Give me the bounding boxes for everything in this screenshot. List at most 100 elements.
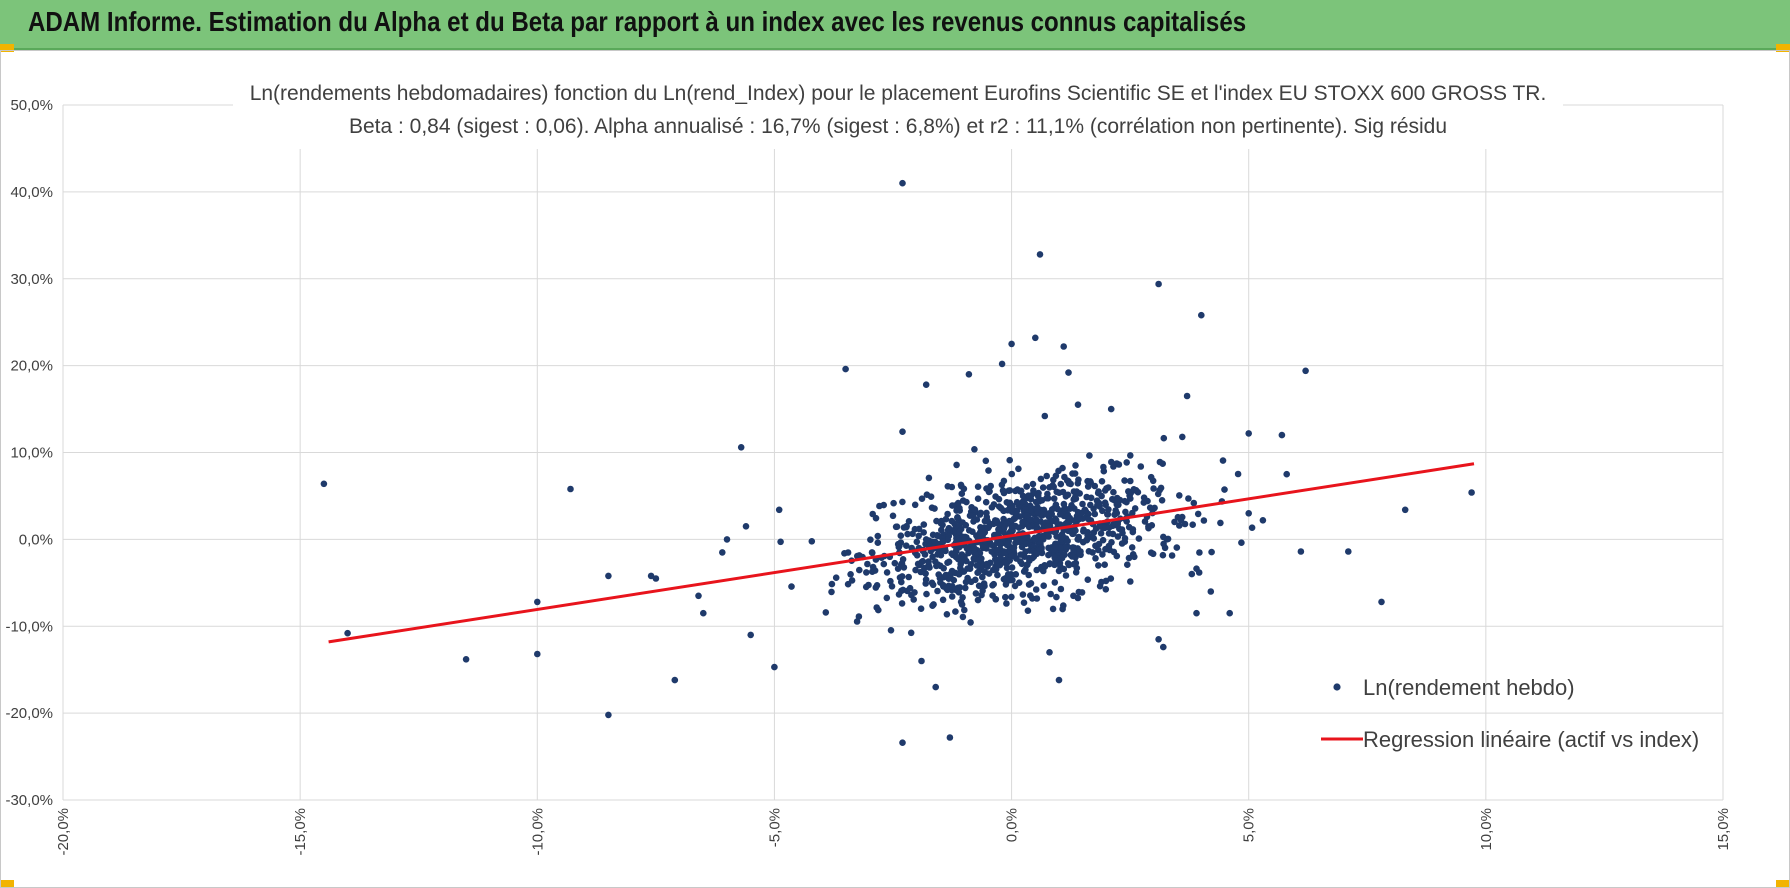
data-point [1017,487,1025,495]
data-point [863,569,870,576]
data-point [1219,457,1227,464]
data-point [917,605,925,612]
data-point [875,606,882,614]
data-point [887,577,894,585]
data-point [1057,480,1065,488]
data-point [971,550,979,557]
data-point [1127,495,1134,502]
data-point [966,512,974,519]
data-point [985,488,993,496]
data-point [1032,586,1040,593]
legend: Ln(rendement hebdo) Regression linéaire … [1321,675,1699,752]
data-point [1100,463,1107,471]
data-point [913,552,921,559]
data-point [1032,515,1040,523]
data-point [869,563,877,571]
data-point [1029,480,1037,488]
data-point [1072,569,1080,576]
data-point [1149,477,1157,485]
data-point [788,583,795,590]
data-point [979,587,986,595]
data-point [1033,550,1041,558]
data-point [1011,515,1019,522]
data-point [841,550,848,557]
data-point [1168,552,1176,559]
data-point [1125,523,1133,531]
data-point [945,558,953,566]
data-point [1113,494,1121,502]
data-point [1064,537,1071,545]
data-point [1040,582,1047,589]
data-point [1000,575,1008,583]
data-point [973,562,981,569]
data-point [1053,533,1060,540]
data-point [983,509,990,517]
corner-marker [0,880,14,888]
data-point [1110,548,1118,556]
data-point [972,590,980,597]
data-point [1189,521,1196,528]
regression-layer [328,462,1475,644]
data-point [965,549,972,557]
data-point [1017,551,1025,558]
data-point [1060,343,1067,350]
data-point [320,480,328,488]
header-bar: ADAM Informe. Estimation du Alpha et du … [0,0,1790,50]
data-point [899,179,906,187]
data-point [956,504,963,512]
data-point [929,531,937,539]
data-point [1194,510,1202,518]
data-point [1044,523,1052,530]
data-point [925,474,933,482]
data-point [898,573,906,580]
data-point [1012,571,1020,578]
data-point [999,487,1007,494]
data-point [1079,500,1086,508]
chart-title: Ln(rendements hebdomadaires) fonction du… [250,82,1547,105]
data-point [939,581,947,589]
data-point [963,498,970,506]
data-point [1023,483,1030,490]
data-point [964,574,971,582]
data-point [1064,491,1072,499]
data-point [972,576,979,584]
data-point [344,629,351,637]
data-point [905,573,912,581]
data-point [1063,477,1071,484]
data-point [1015,465,1022,473]
data-point [1099,551,1106,558]
data-point [737,444,745,451]
data-point [899,556,907,563]
data-point [1074,480,1082,487]
data-point [994,571,1001,579]
data-point [899,428,906,436]
data-point [872,514,880,522]
data-point [1160,643,1167,651]
data-point [959,613,967,621]
data-point [948,593,956,600]
data-point [1156,486,1163,494]
data-point [1001,559,1009,566]
data-point [1009,544,1017,552]
data-point [905,518,913,525]
data-point [898,600,906,607]
data-point [883,569,891,576]
data-point [984,524,992,532]
data-point [1087,494,1095,502]
data-point [918,657,925,665]
data-point [974,483,982,491]
data-point [958,556,965,564]
data-point [1023,512,1031,519]
data-point [939,596,947,604]
data-point [1090,535,1098,542]
y-tick-label: 40,0% [10,184,53,201]
data-point [984,517,991,525]
data-point [1052,472,1060,480]
data-point [1022,548,1029,555]
data-point [946,734,954,741]
x-tick-label: 15,0% [1715,808,1732,851]
data-point [1053,593,1060,601]
data-point [906,584,914,592]
data-point [954,499,962,507]
data-point [956,528,963,536]
